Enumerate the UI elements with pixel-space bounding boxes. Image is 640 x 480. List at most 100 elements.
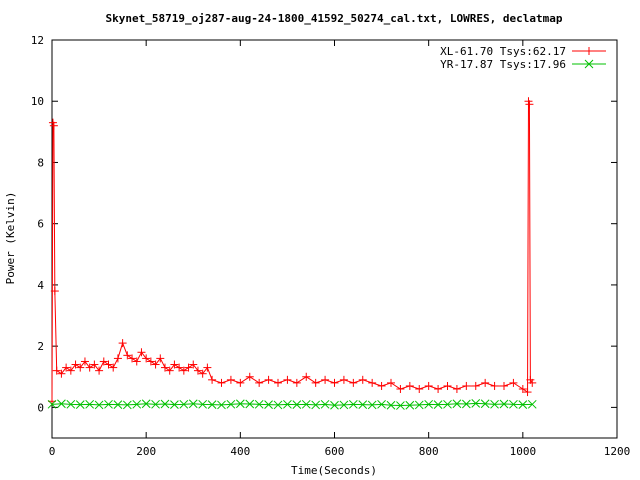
series-2-point	[330, 400, 339, 410]
series-2-point	[151, 399, 160, 409]
series-2	[47, 399, 537, 410]
series-1-point	[509, 378, 518, 387]
series-1-point	[113, 354, 122, 363]
series-layer	[47, 97, 537, 410]
series-2-point	[226, 399, 236, 409]
series-2-point	[414, 400, 424, 410]
series-1-point	[104, 360, 113, 369]
series-1-point	[170, 360, 179, 369]
series-1-point	[396, 385, 405, 394]
series-2-point	[188, 399, 198, 409]
series-2-point	[433, 400, 443, 409]
series-1-point	[236, 378, 245, 387]
series-2-point	[509, 399, 518, 409]
series-1-point	[189, 360, 198, 369]
series-1-point	[523, 388, 532, 397]
legend-swatch-marker	[584, 59, 594, 69]
series-1-point	[264, 375, 273, 384]
series-2-point	[396, 401, 405, 410]
series-1-point	[415, 385, 424, 394]
series-1-point	[198, 369, 207, 378]
series-1-point	[377, 381, 386, 390]
series-1-point	[518, 385, 527, 394]
series-2-point	[170, 400, 179, 409]
series-2-point	[490, 399, 499, 409]
x-tick-label: 800	[419, 445, 439, 458]
y-tick-label: 4	[37, 279, 44, 292]
series-1-point	[274, 378, 282, 387]
series-1-point	[500, 381, 508, 390]
series-2-point	[348, 399, 358, 409]
series-1-point	[481, 378, 490, 387]
series-1-point	[50, 287, 59, 296]
x-tick-label: 200	[136, 445, 156, 458]
series-1-point	[462, 381, 471, 390]
series-1-point	[137, 348, 146, 357]
series-1-point	[424, 381, 433, 390]
series-2-point	[160, 399, 170, 409]
series-2-point	[254, 399, 264, 409]
series-2-point	[527, 399, 537, 409]
series-1-point	[283, 375, 292, 384]
series-2-point	[47, 399, 57, 409]
series-1-point	[90, 360, 99, 369]
x-axis: 0 200 400 600 800 1000 1200	[49, 40, 630, 458]
series-1-point	[358, 375, 367, 384]
series-1-point	[161, 363, 169, 372]
series-1-point	[255, 378, 264, 387]
series-1-point	[109, 363, 118, 372]
series-1-point	[179, 366, 188, 375]
series-1-point	[76, 363, 85, 372]
series-2-point	[339, 400, 349, 410]
series-2-point	[57, 399, 66, 409]
series-1-point	[80, 357, 89, 366]
legend-label: XL-61.70 Tsys:62.17	[440, 45, 566, 58]
series-2-point	[207, 400, 217, 409]
series-1-point	[62, 363, 71, 372]
series-1-point	[193, 366, 202, 375]
series-2-point	[273, 400, 283, 410]
series-1-point	[226, 375, 235, 384]
x-axis-label: Time(Seconds)	[291, 464, 377, 477]
series-2-point	[386, 400, 396, 410]
series-1-point	[57, 369, 66, 378]
series-2-line	[51, 402, 533, 407]
series-1-point	[387, 378, 395, 387]
series-2-point	[452, 399, 462, 409]
series-1-point	[368, 378, 377, 387]
series-1-point	[339, 375, 348, 384]
legend-label: YR-17.87 Tsys:17.96	[440, 58, 566, 71]
y-tick-label: 12	[31, 34, 44, 47]
series-2-point	[198, 399, 208, 409]
series-1-point	[95, 366, 104, 375]
series-2-point	[292, 400, 302, 409]
series-1-point	[525, 100, 534, 109]
series-1-point	[217, 378, 226, 387]
y-tick-label: 10	[31, 95, 44, 108]
series-2-point	[377, 399, 386, 409]
series-2-point	[85, 399, 95, 409]
series-1-point	[245, 372, 254, 381]
series-1-point	[208, 375, 217, 384]
series-2-point	[320, 399, 330, 409]
series-1-point	[311, 378, 320, 387]
series-1	[48, 97, 537, 406]
y-tick-label: 2	[37, 340, 44, 353]
series-1-point	[452, 385, 461, 394]
series-1-point	[349, 378, 358, 387]
legend-swatch-marker	[585, 47, 593, 55]
chart-title: Skynet_58719_oj287-aug-24-1800_41592_502…	[106, 12, 563, 25]
series-1-point	[434, 385, 443, 394]
series-1-point	[142, 354, 151, 363]
series-2-point	[461, 399, 471, 409]
series-1-point	[123, 351, 132, 360]
series-2-point	[405, 400, 415, 410]
series-1-point	[66, 366, 75, 375]
series-1-point	[85, 363, 94, 372]
series-2-point	[358, 400, 368, 409]
series-1-point	[151, 360, 160, 369]
series-2-point	[66, 399, 76, 409]
